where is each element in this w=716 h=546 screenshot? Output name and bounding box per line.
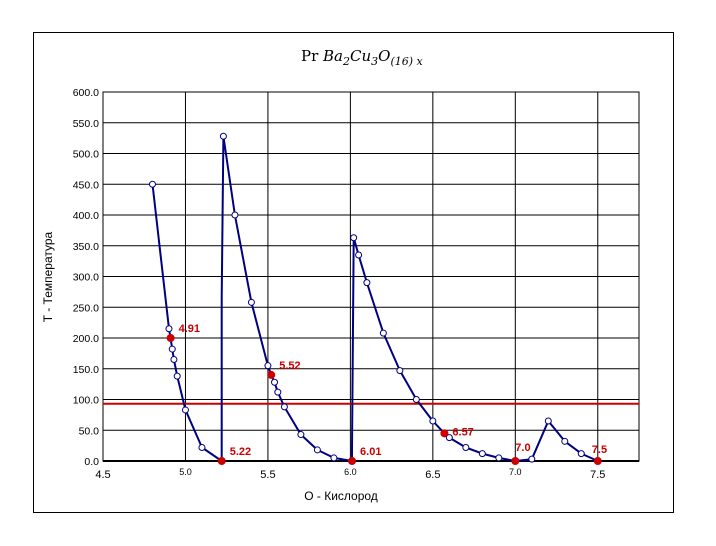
- series-line: [151, 135, 599, 462]
- data-point: [478, 450, 486, 458]
- data-point: [396, 367, 404, 375]
- x-tick-label: 5.5: [260, 469, 275, 481]
- x-tick-label-minor: 5.0: [179, 467, 192, 477]
- data-point: [350, 234, 358, 242]
- chart-title: Pr Ba2Cu3O(16) x: [301, 47, 424, 68]
- annotation-point: [267, 370, 276, 379]
- annotations-group: 4.91 5.22 5.52 6.01 6.57 7.0 7.5: [166, 323, 607, 465]
- data-point: [577, 450, 585, 458]
- title-o: O: [378, 47, 390, 65]
- x-tick-label: 7.5: [590, 469, 605, 481]
- title-ba: Ba: [322, 47, 343, 65]
- title-prefix: Pr: [301, 47, 323, 65]
- data-point: [429, 417, 437, 425]
- title-cu: Cu: [350, 47, 371, 65]
- y-tick-label: 350.0: [73, 241, 99, 253]
- y-tick-label: 0.0: [84, 456, 99, 468]
- data-point: [219, 132, 227, 140]
- title-cu-sub: 3: [371, 55, 378, 68]
- data-point: [274, 388, 282, 396]
- data-point: [271, 378, 279, 386]
- data-point: [148, 180, 156, 188]
- data-point: [445, 434, 453, 442]
- x-axis-label: O - Кислород: [304, 489, 378, 503]
- annotation-point: [166, 334, 175, 342]
- data-point: [412, 396, 420, 403]
- y-tick-label: 50.0: [79, 425, 100, 437]
- title-ba-sub: 2: [342, 55, 350, 68]
- tick-labels: 0.0 50.0 100.0 150.0 200.0 250.0 300.0 350.0 400…: [73, 87, 606, 481]
- chart-svg: Pr Ba2Cu3O(16) x 4.915.225.526.016.577.0…: [41, 47, 640, 503]
- data-point: [544, 417, 552, 425]
- annotation-label: 6.57: [452, 426, 473, 438]
- data-point: [297, 431, 305, 439]
- annotation-label: 6.01: [360, 446, 381, 458]
- x-tick-label: 6.5: [425, 469, 440, 481]
- data-point: [181, 406, 189, 414]
- data-point: [462, 443, 470, 451]
- annotation-label: 5.22: [230, 446, 251, 458]
- chart-frame: Pr Ba2Cu3O(16) x 4.91 5.22 5.52 6.01 6.57 7.0…: [33, 32, 674, 513]
- annotation-point: [593, 457, 602, 465]
- y-tick-label: 600.0: [73, 87, 99, 99]
- y-tick-label: 300.0: [73, 272, 99, 284]
- data-point: [363, 279, 371, 287]
- data-point: [495, 454, 503, 462]
- data-point: [561, 437, 569, 445]
- y-tick-label: 550.0: [73, 118, 99, 130]
- data-point: [173, 372, 181, 380]
- data-point: [330, 454, 338, 462]
- data-point: [355, 251, 363, 259]
- y-tick-label: 250.0: [73, 302, 99, 314]
- annotation-label: 7.5: [592, 444, 607, 456]
- series-group: [148, 132, 599, 463]
- x-tick-label-minor: 6.0: [344, 467, 357, 477]
- y-tick-label: 500.0: [73, 149, 99, 161]
- annotation-label: 5.52: [279, 360, 300, 372]
- data-point: [165, 325, 173, 333]
- grid: [102, 91, 640, 462]
- data-point: [313, 446, 321, 454]
- data-point: [379, 329, 387, 337]
- annotation-point: [440, 429, 449, 438]
- y-tick-label: 200.0: [73, 333, 99, 345]
- x-tick-label: 4.5: [95, 469, 110, 481]
- y-tick-label: 100.0: [73, 395, 99, 407]
- annotation-point: [511, 457, 520, 465]
- data-point: [231, 211, 239, 219]
- annotation-point: [217, 457, 226, 465]
- title-o-sub: (16) x: [390, 55, 423, 68]
- annotation-point: [348, 457, 357, 465]
- data-point: [247, 298, 255, 306]
- annotation-label: 4.91: [179, 323, 200, 335]
- data-point: [198, 443, 206, 451]
- y-tick-label: 400.0: [73, 210, 99, 222]
- data-point: [168, 345, 176, 353]
- data-point: [170, 356, 178, 364]
- data-point: [280, 403, 288, 411]
- y-tick-label: 150.0: [73, 364, 99, 376]
- annotation-label: 7.0: [515, 442, 530, 454]
- y-tick-label: 450.0: [73, 179, 99, 191]
- data-point: [528, 455, 536, 463]
- data-point: [264, 362, 272, 370]
- x-tick-label-minor: 7.0: [509, 467, 522, 477]
- y-axis-label: T - Температура: [41, 231, 55, 322]
